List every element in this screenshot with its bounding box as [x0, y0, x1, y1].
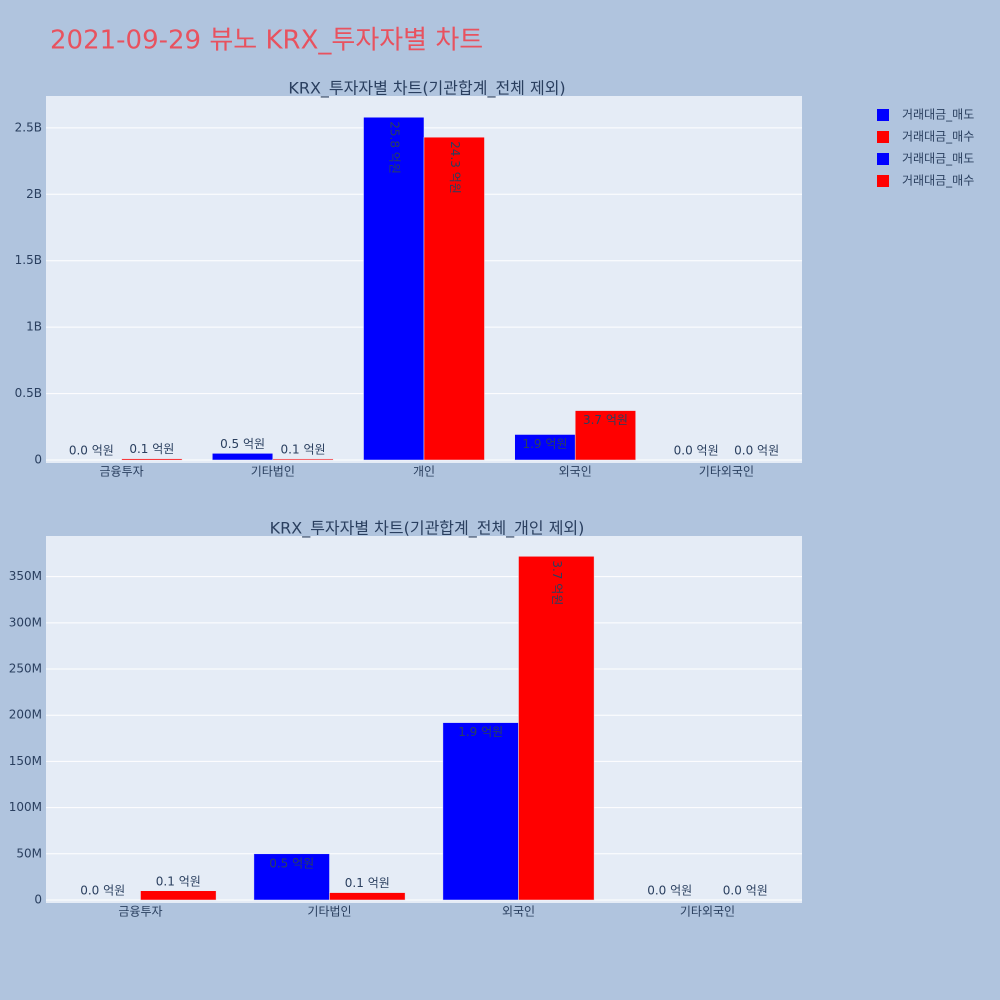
y-tick-label: 0 — [34, 893, 42, 907]
data-label: 0.1 억원 — [281, 442, 326, 456]
x-tick-label: 기타법인 — [307, 905, 351, 919]
legend-label: 거래대금_매수 — [902, 174, 974, 188]
y-tick-label: 200M — [9, 708, 42, 722]
x-tick-label: 개인 — [413, 465, 435, 479]
plot-area — [46, 536, 802, 903]
x-tick-label: 기타외국인 — [699, 465, 754, 479]
x-tick-label: 외국인 — [502, 905, 535, 919]
x-tick-label: 기타외국인 — [680, 905, 735, 919]
data-label: 1.9 억원 — [522, 437, 567, 451]
bar — [253, 853, 330, 901]
chart-title: KRX_투자자별 차트(기관합계_전체_개인 제외) — [270, 519, 585, 539]
x-tick-label: 금융투자 — [118, 905, 162, 919]
data-label: 0.1 억원 — [129, 442, 174, 456]
legend-swatch — [877, 109, 889, 121]
y-tick-label: 2.5B — [15, 120, 42, 134]
data-label: 3.7 억원 — [583, 413, 628, 427]
data-label: 3.7 억원 — [550, 560, 564, 605]
bar — [329, 892, 406, 901]
legend-swatch — [877, 175, 889, 187]
y-tick-label: 2B — [26, 187, 42, 201]
bar — [423, 136, 485, 461]
bar — [212, 453, 274, 461]
data-label: 0.1 억원 — [156, 874, 201, 888]
y-tick-label: 0.5B — [15, 386, 42, 400]
data-label: 24.3 억원 — [448, 141, 462, 194]
y-tick-label: 250M — [9, 662, 42, 676]
bar — [574, 410, 636, 461]
data-label: 0.0 억원 — [674, 444, 719, 458]
y-tick-label: 100M — [9, 800, 42, 814]
legend-label: 거래대금_매수 — [902, 130, 974, 144]
data-label: 0.0 억원 — [69, 444, 114, 458]
y-tick-label: 150M — [9, 754, 42, 768]
bar — [514, 434, 576, 461]
chart-title: KRX_투자자별 차트(기관합계_전체 제외) — [288, 79, 565, 99]
bar — [140, 890, 217, 901]
data-label: 0.0 억원 — [723, 884, 768, 898]
page-title: 2021-09-29 뷰노 KRX_투자자별 차트 — [50, 26, 483, 56]
y-tick-label: 300M — [9, 615, 42, 629]
data-label: 0.0 억원 — [734, 444, 779, 458]
data-label: 25.8 억원 — [387, 121, 401, 174]
bar — [272, 458, 334, 461]
data-label: 0.0 억원 — [80, 884, 125, 898]
x-tick-label: 금융투자 — [100, 465, 144, 479]
bar — [442, 722, 519, 901]
y-tick-label: 1B — [26, 320, 42, 334]
data-label: 0.0 억원 — [647, 884, 692, 898]
y-tick-label: 350M — [9, 569, 42, 583]
y-tick-label: 50M — [16, 846, 42, 860]
data-label: 0.5 억원 — [269, 856, 314, 870]
y-tick-label: 0 — [34, 453, 42, 467]
x-tick-label: 외국인 — [559, 465, 592, 479]
data-label: 0.5 억원 — [220, 437, 265, 451]
legend-label: 거래대금_매도 — [902, 152, 974, 166]
bar — [121, 458, 183, 461]
legend-swatch — [877, 131, 889, 143]
legend-swatch — [877, 153, 889, 165]
x-tick-label: 기타법인 — [251, 465, 295, 479]
y-tick-label: 1.5B — [15, 253, 42, 267]
legend-label: 거래대금_매도 — [902, 108, 974, 122]
data-label: 0.1 억원 — [345, 876, 390, 890]
bar — [518, 556, 595, 901]
data-label: 1.9 억원 — [458, 725, 503, 739]
